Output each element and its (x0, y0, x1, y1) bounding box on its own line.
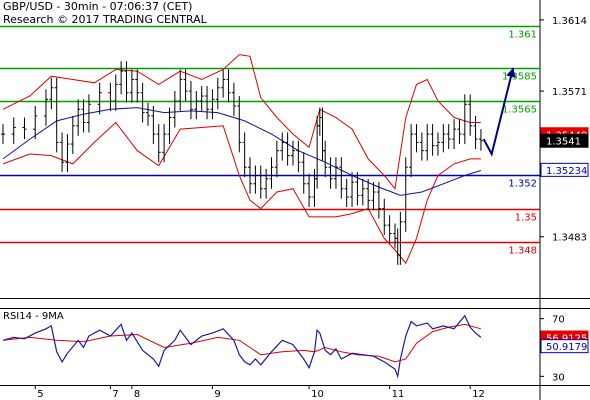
price-tag-box (540, 162, 589, 177)
time-axis-label: 8 (134, 389, 140, 400)
rsi-value-tag-box (540, 339, 589, 354)
rsi-value-tag: 50.9179 (546, 342, 587, 353)
research-credit: Research © 2017 TRADING CENTRAL (3, 13, 207, 26)
resistance-label: 1.3565 (502, 105, 537, 116)
pivot-label: 1.352 (508, 179, 537, 190)
price-axis-label: 1.3483 (552, 233, 587, 244)
rsi-panel-title: RSI14 - 9MA (3, 311, 64, 322)
price-axis-label: 1.3571 (552, 87, 587, 98)
time-axis-label: 7 (112, 389, 118, 400)
rsi-moving-average (2, 323, 482, 363)
price-tag: 1.35234 (546, 166, 587, 177)
moving-average-line (2, 107, 482, 196)
resistance-label: 1.3585 (502, 72, 537, 83)
instrument-title: GBP/USD - 30min - 07:06:37 (CET) (3, 0, 193, 13)
price-tag: 1.3541 (546, 137, 581, 148)
bollinger-lower-band (2, 121, 481, 265)
support-label: 1.35 (515, 213, 537, 224)
time-axis-label: 9 (214, 389, 220, 400)
price-axis-label: 1.3614 (552, 16, 587, 27)
projection-arrow (482, 67, 515, 157)
support-label: 1.348 (508, 246, 537, 257)
rsi-line (2, 314, 482, 379)
bollinger-upper-band (2, 54, 481, 190)
rsi-axis-label: 70 (552, 315, 565, 326)
time-axis-label: 12 (472, 389, 485, 400)
price-tag-box (540, 133, 589, 148)
time-axis-label: 10 (311, 389, 324, 400)
resistance-label: 1.361 (508, 30, 537, 41)
time-axis-label: 11 (392, 389, 405, 400)
rsi-axis-label: 30 (552, 372, 565, 383)
projection-arrowhead (506, 67, 516, 78)
rsi-value-tag: 56.9125 (546, 334, 587, 345)
time-axis-label: 5 (37, 389, 43, 400)
